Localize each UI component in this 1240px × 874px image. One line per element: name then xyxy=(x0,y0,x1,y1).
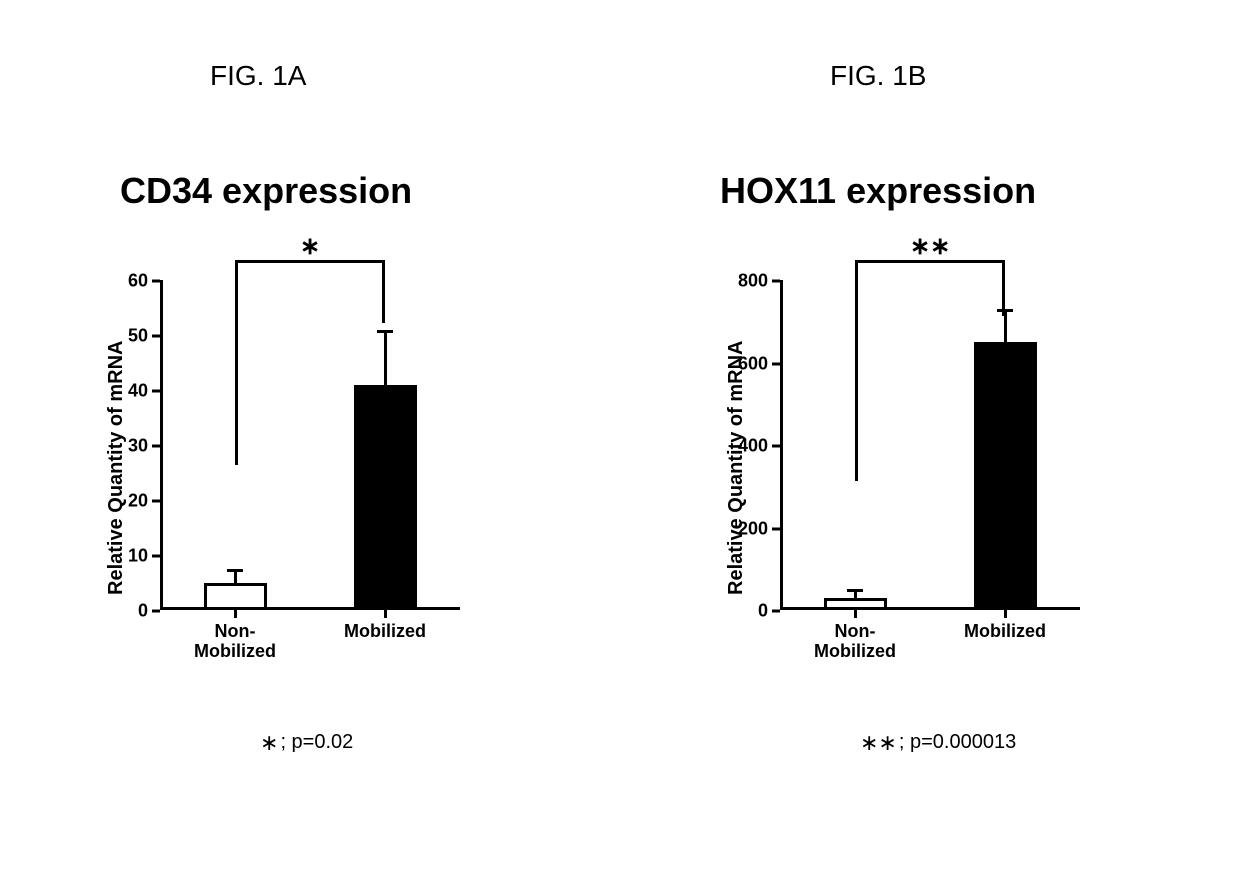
figure-a-label: FIG. 1A xyxy=(210,60,306,92)
y-tick-mark xyxy=(152,555,160,558)
bracket-drop xyxy=(1002,263,1005,316)
figure-b-ylabel-text: Relative Quantity of mRNA xyxy=(725,341,747,595)
y-tick-mark xyxy=(772,362,780,365)
figure-b-plot: 0200400600800Non- MobilizedMobilized∗∗ xyxy=(780,280,1080,610)
figure-page: FIG. 1A CD34 expression 0102030405060Non… xyxy=(0,0,1240,874)
figure-b-label: FIG. 1B xyxy=(830,60,926,92)
y-tick-label: 40 xyxy=(128,381,148,402)
pvalue-star: ∗∗ xyxy=(860,730,897,755)
y-tick: 10 xyxy=(128,546,160,567)
bar xyxy=(354,385,417,611)
bracket-drop xyxy=(382,263,385,323)
error-bar-cap xyxy=(997,309,1013,312)
y-tick: 0 xyxy=(138,601,160,622)
x-tick-label: Non- Mobilized xyxy=(194,622,276,662)
y-tick-mark xyxy=(772,527,780,530)
figure-b-title: HOX11 expression xyxy=(720,170,1036,212)
y-tick-label: 60 xyxy=(128,271,148,292)
y-tick: 60 xyxy=(128,271,160,292)
y-tick: 0 xyxy=(758,601,780,622)
y-tick: 50 xyxy=(128,326,160,347)
figure-a-title-text: CD34 expression xyxy=(120,170,412,211)
figure-a-ylabel: Relative Quantity of mRNA xyxy=(105,341,128,595)
figure-a-pvalue: ∗; p=0.02 xyxy=(260,730,353,756)
x-tick-label: Non- Mobilized xyxy=(814,622,896,662)
bar xyxy=(974,342,1037,610)
y-tick-mark xyxy=(772,445,780,448)
y-tick-mark xyxy=(152,500,160,503)
bar xyxy=(204,583,267,611)
x-tick-mark xyxy=(384,610,387,618)
y-tick: 20 xyxy=(128,491,160,512)
x-tick: Mobilized xyxy=(964,610,1046,642)
figure-a-ylabel-text: Relative Quantity of mRNA xyxy=(105,341,127,595)
y-tick-label: 50 xyxy=(128,326,148,347)
significance-star: ∗∗ xyxy=(910,232,950,261)
bracket-drop xyxy=(855,263,858,481)
y-axis xyxy=(780,280,783,610)
error-bar-cap xyxy=(377,330,393,333)
x-tick: Non- Mobilized xyxy=(814,610,896,662)
error-bar-cap xyxy=(227,569,243,572)
y-axis xyxy=(160,280,163,610)
y-tick-mark xyxy=(152,445,160,448)
bar xyxy=(824,598,887,610)
y-tick-mark xyxy=(152,335,160,338)
figure-a-chart: 0102030405060Non- MobilizedMobilized∗ xyxy=(160,280,460,610)
bracket-drop xyxy=(235,263,238,465)
y-tick-label: 10 xyxy=(128,546,148,567)
x-tick-mark xyxy=(234,610,237,618)
figure-b-pvalue: ∗∗; p=0.000013 xyxy=(860,730,1016,756)
figure-a-label-text: FIG. 1A xyxy=(210,60,306,91)
error-bar-stem xyxy=(384,330,387,385)
y-tick-mark xyxy=(152,280,160,283)
y-tick-label: 0 xyxy=(138,601,148,622)
x-tick-mark xyxy=(854,610,857,618)
x-tick-label: Mobilized xyxy=(964,622,1046,642)
figure-a-title: CD34 expression xyxy=(120,170,412,212)
pvalue-star: ∗ xyxy=(260,730,278,755)
x-tick-label: Mobilized xyxy=(344,622,426,642)
y-tick-mark xyxy=(772,280,780,283)
figure-b-label-text: FIG. 1B xyxy=(830,60,926,91)
y-tick: 800 xyxy=(738,271,780,292)
significance-star: ∗ xyxy=(290,232,330,261)
x-tick: Non- Mobilized xyxy=(194,610,276,662)
y-tick: 40 xyxy=(128,381,160,402)
y-tick-mark xyxy=(152,390,160,393)
error-bar-cap xyxy=(847,589,863,592)
figure-b-title-text: HOX11 expression xyxy=(720,170,1036,211)
pvalue-text: ; p=0.000013 xyxy=(899,731,1016,753)
figure-b-ylabel: Relative Quantity of mRNA xyxy=(725,341,748,595)
y-tick-label: 800 xyxy=(738,271,768,292)
figure-a-plot: 0102030405060Non- MobilizedMobilized∗ xyxy=(160,280,460,610)
figure-b-chart: 0200400600800Non- MobilizedMobilized∗∗ xyxy=(780,280,1080,610)
x-tick: Mobilized xyxy=(344,610,426,642)
y-tick-mark xyxy=(152,610,160,613)
y-tick-label: 20 xyxy=(128,491,148,512)
y-tick-label: 30 xyxy=(128,436,148,457)
y-tick-mark xyxy=(772,610,780,613)
pvalue-text: ; p=0.02 xyxy=(280,731,353,753)
x-tick-mark xyxy=(1004,610,1007,618)
y-tick: 30 xyxy=(128,436,160,457)
y-tick-label: 0 xyxy=(758,601,768,622)
